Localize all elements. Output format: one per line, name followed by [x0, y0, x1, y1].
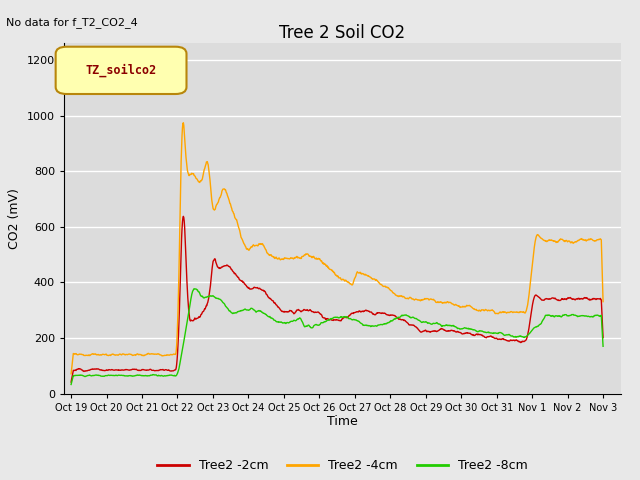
Text: No data for f_T2_CO2_4: No data for f_T2_CO2_4 — [6, 17, 138, 28]
Text: TZ_soilco2: TZ_soilco2 — [85, 64, 156, 77]
X-axis label: Time: Time — [327, 415, 358, 429]
Legend: Tree2 -2cm, Tree2 -4cm, Tree2 -8cm: Tree2 -2cm, Tree2 -4cm, Tree2 -8cm — [152, 454, 532, 477]
Title: Tree 2 Soil CO2: Tree 2 Soil CO2 — [279, 24, 406, 42]
FancyBboxPatch shape — [56, 47, 186, 94]
Y-axis label: CO2 (mV): CO2 (mV) — [8, 188, 21, 249]
